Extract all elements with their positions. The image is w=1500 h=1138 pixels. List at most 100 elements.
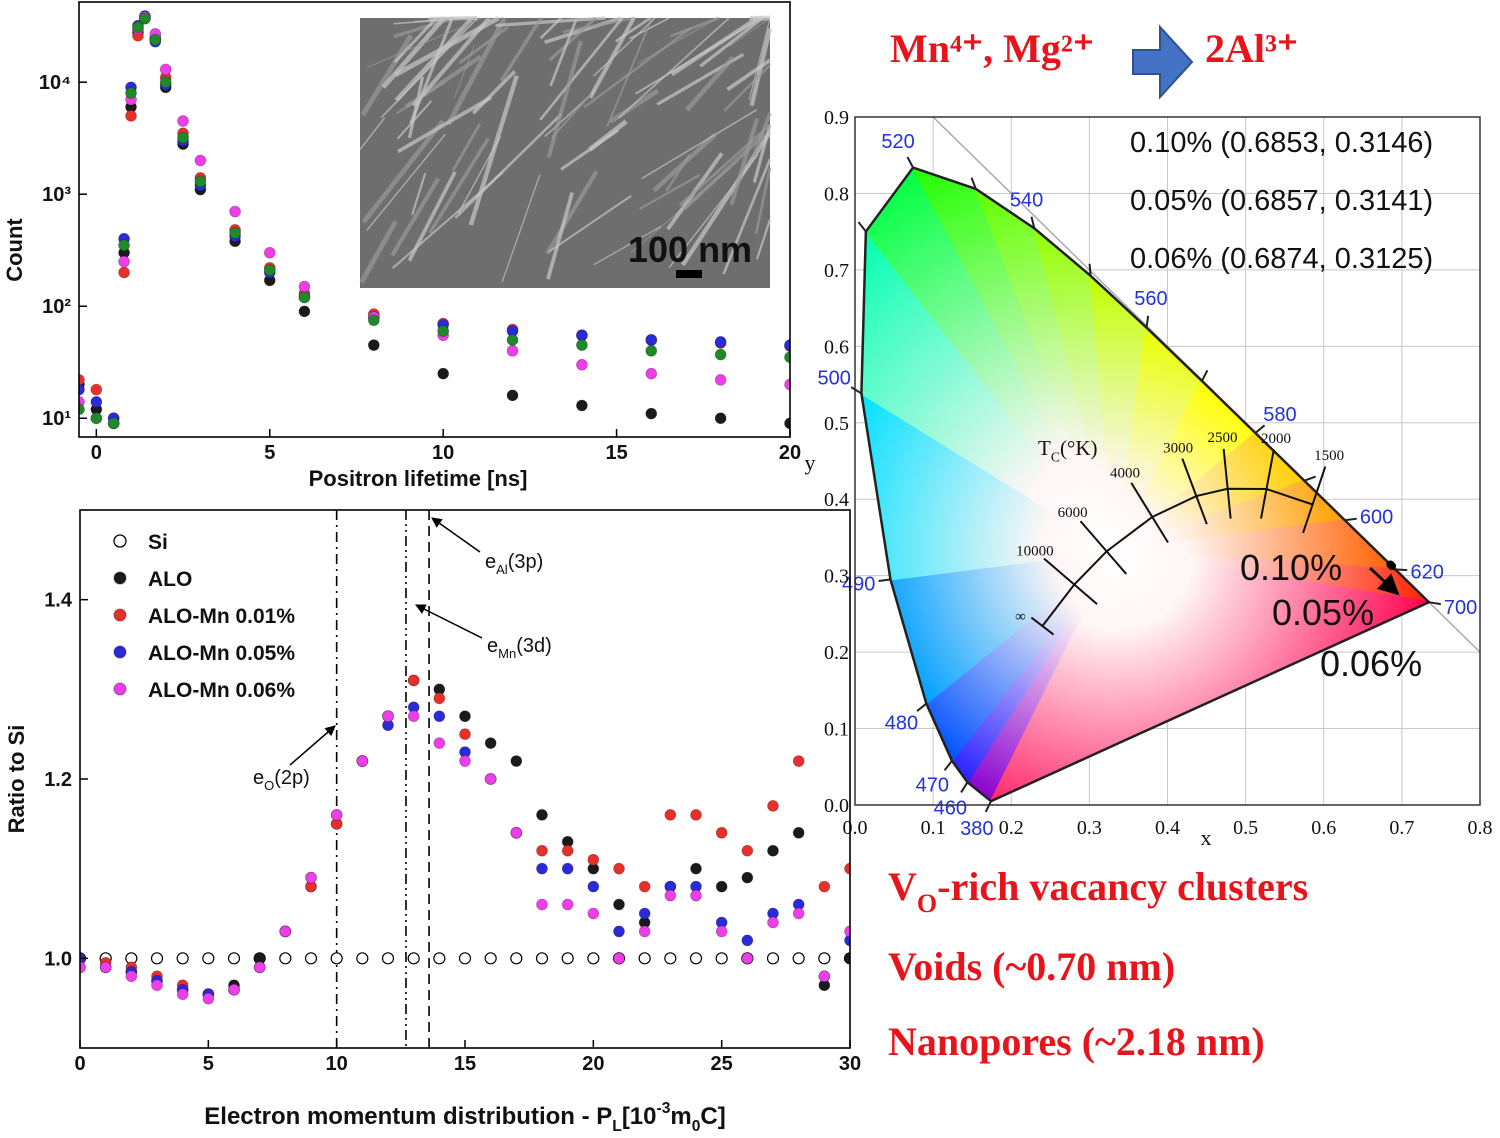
x-tick-label: 0.3 (1077, 817, 1102, 839)
data-point (638, 907, 651, 920)
inset-fiber (468, 75, 519, 226)
x-tick-label: 0 (74, 1053, 85, 1075)
inset-fiber (592, 17, 656, 77)
composition-label: 0.06% (1320, 643, 1422, 684)
isotherm (1079, 520, 1128, 575)
data-point (767, 800, 779, 812)
isotherm (1030, 616, 1055, 636)
text-part: (2p) (274, 767, 310, 789)
data-point (587, 853, 600, 866)
data-point (818, 970, 831, 983)
isotherm (1130, 482, 1169, 544)
y-tick-label: 0.4 (824, 489, 849, 511)
data-point (367, 339, 380, 351)
locus-tick (1145, 315, 1150, 328)
data-point (381, 952, 395, 965)
locus-tick (1395, 568, 1408, 572)
y-axis-label: Ratio to Si (4, 725, 29, 834)
annotation-arrow (415, 604, 483, 639)
inset-fiber (608, 88, 660, 124)
inset-fiber (669, 16, 720, 38)
locus-tick (906, 156, 914, 169)
inset-fiber (457, 135, 502, 214)
data-point (689, 952, 703, 965)
data-point (177, 115, 189, 127)
data-point (784, 378, 790, 391)
y-tick-label: 10⁴ (39, 72, 71, 94)
data-point (407, 952, 420, 965)
planckian-locus (1041, 487, 1313, 627)
data-point (844, 925, 850, 938)
data-point (536, 862, 548, 875)
inset-fiber (588, 119, 628, 152)
data-point (767, 916, 779, 929)
series (79, 12, 790, 430)
data-point (576, 399, 588, 412)
data-point (90, 412, 103, 425)
inset-fiber (551, 93, 592, 138)
x-axis-label: x (1201, 825, 1212, 850)
locus-tick (984, 800, 992, 813)
gamut (861, 167, 1429, 802)
legend-marker (113, 608, 127, 622)
inset-fiber (548, 195, 632, 253)
inset-fiber (414, 17, 471, 22)
text-part: O (264, 778, 274, 793)
inset-fiber (678, 123, 771, 207)
data-point (645, 367, 658, 380)
annotation: eO(2p) (253, 767, 310, 793)
data-point (484, 952, 497, 965)
data-point (536, 898, 548, 911)
y-tick-label: 0.2 (824, 642, 849, 664)
coordinate-label: 0.06% (0.6874, 0.3125) (1130, 243, 1433, 275)
data-point (715, 952, 728, 965)
locus-tick (916, 702, 927, 712)
data-point (645, 344, 658, 357)
data-point (561, 898, 574, 911)
data-point (510, 952, 523, 965)
series (80, 710, 850, 1005)
text-part: 0 (692, 1118, 701, 1135)
data-point (766, 952, 780, 965)
y-tick-label: 1.2 (44, 769, 72, 791)
data-point (645, 334, 658, 346)
data-point (767, 844, 779, 857)
inset-fiber (606, 17, 653, 127)
inset-fiber (593, 225, 662, 266)
data-point (433, 952, 446, 965)
text-part: (3d) (516, 635, 552, 657)
inset-fiber (495, 16, 606, 28)
x-tick-label: 30 (839, 1053, 861, 1075)
data-point (382, 710, 394, 723)
inset-fiber (360, 34, 414, 117)
y-tick-label: 0.1 (824, 719, 849, 741)
data-point (741, 952, 754, 965)
wavelength-label: 540 (1010, 189, 1043, 211)
note: VO-rich vacancy clusters (888, 864, 1308, 918)
data-point (202, 952, 215, 965)
data-point (484, 737, 497, 750)
data-point (561, 844, 574, 857)
y-tick-label: 0.7 (824, 260, 849, 282)
wavelength-label: 620 (1410, 561, 1443, 583)
data-point (844, 862, 850, 875)
data-point (638, 952, 651, 965)
inset-fiber (754, 167, 772, 234)
data-point (715, 826, 728, 839)
annotation: eAl(3p) (485, 551, 543, 577)
x-tick-label: 20 (582, 1053, 604, 1075)
inset-fiber (722, 158, 772, 275)
text-part: Al (496, 562, 508, 577)
legend-label: ALO-Mn 0.06% (148, 679, 295, 702)
wavelength-label: 560 (1134, 288, 1167, 310)
isotherm (1181, 458, 1208, 525)
data-point (107, 417, 120, 430)
data-point (741, 871, 754, 884)
x-tick-label: 0.6 (1311, 817, 1336, 839)
legend-label: ALO-Mn 0.05% (148, 642, 295, 665)
inset-fiber (617, 17, 730, 119)
data-point (714, 336, 727, 348)
data-point (506, 389, 519, 402)
inset-fiber (545, 169, 599, 255)
data-point (561, 952, 574, 965)
